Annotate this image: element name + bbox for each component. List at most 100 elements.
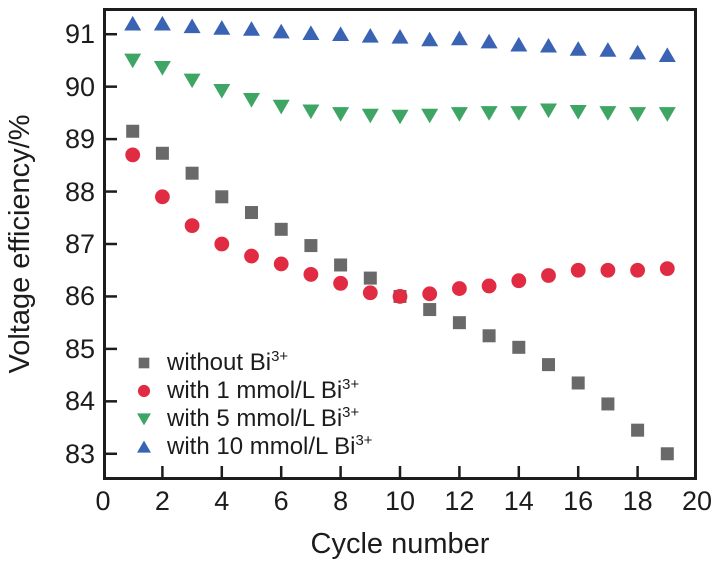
- axis-frame: [103, 8, 697, 480]
- data-point-without-bi: [334, 258, 348, 272]
- x-tick-label: 6: [273, 486, 289, 516]
- data-point-without-bi: [185, 166, 199, 180]
- data-point-bi-5mmol: [540, 103, 557, 119]
- legend-item-bi-10mmol: with 10 mmol/L Bi3+: [133, 433, 372, 461]
- legend-marker-shape: [138, 357, 150, 369]
- data-point-without-bi: [482, 329, 496, 343]
- legend-marker-shape: [137, 413, 151, 426]
- data-point-without-bi: [215, 190, 229, 204]
- legend-marker-triangle-down-icon: [133, 409, 155, 429]
- data-point-bi-1mmol: [125, 147, 141, 163]
- data-point-bi-5mmol: [361, 108, 379, 124]
- data-point-without-bi: [601, 397, 615, 411]
- data-point-bi-5mmol: [658, 107, 676, 122]
- legend-label-superscript: 3+: [342, 405, 360, 421]
- data-point-bi-1mmol: [541, 268, 556, 283]
- x-tick-label: 12: [444, 486, 475, 516]
- data-point-bi-1mmol: [273, 256, 289, 272]
- legend-marker-canvas: [137, 413, 151, 426]
- x-tick-label: 4: [214, 486, 230, 516]
- data-point-bi-1mmol: [659, 261, 675, 277]
- data-point-bi-10mmol: [302, 25, 320, 40]
- y-tick-label: 86: [64, 281, 95, 312]
- data-point-bi-5mmol: [480, 106, 498, 121]
- legend-marker-triangle-up-icon: [133, 437, 155, 457]
- data-point-bi-10mmol: [629, 44, 647, 60]
- data-point-bi-1mmol: [244, 248, 259, 264]
- data-point-bi-5mmol: [450, 107, 468, 122]
- x-tick-label: 0: [95, 486, 111, 516]
- data-point-without-bi: [245, 206, 258, 220]
- data-point-bi-10mmol: [450, 30, 468, 46]
- data-point-bi-1mmol: [362, 285, 378, 301]
- legend-item-bi-5mmol: with 5 mmol/L Bi3+: [133, 405, 372, 433]
- series-bi-10mmol: [124, 15, 676, 62]
- x-tick-label: 2: [154, 486, 170, 516]
- x-axis-label: Cycle number: [310, 528, 490, 560]
- data-point-bi-10mmol: [569, 41, 587, 56]
- data-point-bi-5mmol: [124, 53, 142, 69]
- y-tick-label: 89: [64, 124, 95, 155]
- data-point-bi-10mmol: [361, 27, 379, 43]
- legend-marker-square-icon: [133, 353, 155, 373]
- data-point-bi-1mmol: [511, 273, 527, 289]
- y-tick-label: 85: [64, 333, 95, 364]
- data-point-without-bi: [363, 271, 377, 285]
- y-tick-label: 90: [64, 71, 95, 102]
- legend-marker-shape: [137, 440, 151, 453]
- data-point-bi-10mmol: [243, 21, 260, 36]
- legend-label-superscript: 3+: [271, 349, 289, 365]
- y-tick-label: 87: [64, 229, 95, 259]
- legend-item-without-bi: without Bi3+: [133, 349, 372, 377]
- data-point-bi-5mmol: [153, 60, 171, 76]
- data-point-bi-5mmol: [391, 109, 409, 125]
- y-tick-label: 84: [64, 386, 95, 417]
- data-point-bi-1mmol: [303, 267, 319, 282]
- x-tick-label: 10: [384, 486, 416, 516]
- legend: without Bi3+ with 1 mmol/L Bi3+ with 5 mmo…: [133, 349, 372, 461]
- legend-marker-circle-icon: [133, 381, 155, 401]
- data-point-bi-1mmol: [630, 262, 645, 278]
- legend-label: without Bi3+: [167, 349, 289, 376]
- legend-marker-canvas: [137, 440, 151, 453]
- data-point-bi-1mmol: [452, 281, 467, 296]
- data-point-bi-10mmol: [272, 23, 290, 39]
- data-point-bi-5mmol: [332, 107, 350, 122]
- data-point-bi-10mmol: [332, 26, 350, 42]
- data-point-without-bi: [512, 340, 526, 354]
- plot-area: [101, 8, 699, 480]
- data-point-bi-10mmol: [153, 15, 171, 31]
- y-tick-label: 91: [64, 19, 95, 50]
- legend-marker-shape: [137, 384, 151, 398]
- data-point-bi-1mmol: [570, 262, 586, 278]
- data-point-bi-5mmol: [569, 105, 587, 120]
- data-point-bi-1mmol: [155, 189, 170, 205]
- data-point-bi-5mmol: [510, 106, 528, 121]
- data-point-bi-10mmol: [183, 18, 201, 34]
- legend-label: with 10 mmol/L Bi3+: [167, 433, 373, 460]
- legend-marker-canvas: [137, 384, 151, 398]
- data-point-bi-1mmol: [422, 286, 438, 302]
- data-point-bi-5mmol: [272, 99, 290, 115]
- series-bi-1mmol: [125, 147, 675, 304]
- data-point-bi-1mmol: [481, 278, 497, 294]
- data-point-without-bi: [571, 376, 585, 390]
- data-point-bi-10mmol: [599, 42, 617, 57]
- data-point-bi-5mmol: [599, 106, 617, 121]
- x-tick-label: 8: [333, 486, 349, 516]
- data-point-bi-10mmol: [540, 37, 557, 53]
- data-point-bi-5mmol: [183, 73, 201, 89]
- data-point-bi-10mmol: [213, 20, 231, 35]
- data-point-without-bi: [452, 316, 466, 330]
- data-point-without-bi: [542, 358, 555, 372]
- data-point-bi-5mmol: [629, 107, 647, 122]
- data-point-bi-10mmol: [658, 47, 676, 62]
- data-point-bi-5mmol: [243, 92, 260, 108]
- data-point-bi-1mmol: [214, 236, 230, 252]
- data-point-bi-5mmol: [302, 104, 320, 120]
- data-point-bi-10mmol: [480, 33, 498, 49]
- data-point-bi-1mmol: [333, 275, 348, 291]
- x-tick-label: 20: [681, 486, 713, 516]
- x-tick-label: 18: [622, 486, 653, 516]
- data-point-without-bi: [126, 124, 140, 138]
